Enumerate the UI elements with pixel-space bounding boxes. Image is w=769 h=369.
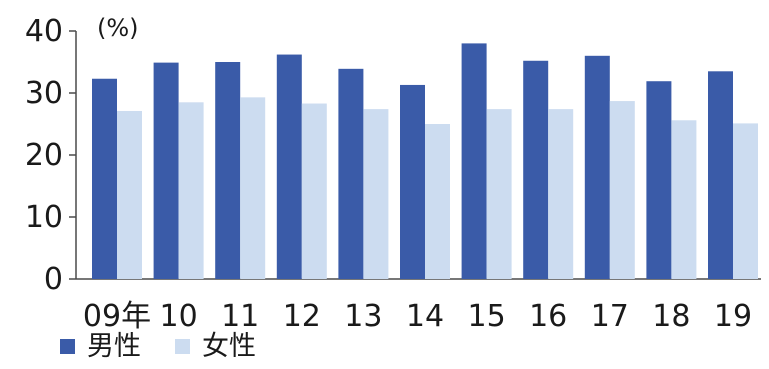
bar-male xyxy=(400,84,425,279)
x-tick-label: 11 xyxy=(221,299,259,334)
bar-male xyxy=(646,81,672,279)
x-tick-label: 13 xyxy=(344,299,382,334)
bar-female xyxy=(548,109,574,280)
bar-male xyxy=(338,68,364,279)
bar-female xyxy=(117,110,142,279)
legend-item-female: 女性 xyxy=(175,333,256,360)
legend-item-male: 男性 xyxy=(60,333,141,360)
bar-male xyxy=(92,78,117,280)
x-tick-label: 14 xyxy=(406,299,444,334)
x-tick-label: 15 xyxy=(468,299,506,334)
legend-label-female: 女性 xyxy=(202,331,256,362)
bar-male xyxy=(153,62,179,280)
y-tick-label: 0 xyxy=(44,262,63,297)
y-tick-label: 40 xyxy=(25,14,63,49)
bar-female xyxy=(363,109,389,280)
bar-female xyxy=(671,120,697,279)
x-tick-label: 12 xyxy=(283,299,321,334)
x-tick-label: 09年 xyxy=(83,299,151,334)
bar-female xyxy=(240,97,266,279)
y-axis-ticks: 0 10 20 30 40 xyxy=(25,14,76,297)
x-tick-label: 19 xyxy=(714,299,752,334)
bar-male xyxy=(523,60,549,280)
x-tick-label: 10 xyxy=(160,299,198,334)
bar-chart: (%) 0 10 20 30 40 09年 10 11 12 13 14 15 16 17 18 19 xyxy=(25,14,761,334)
x-tick-label: 17 xyxy=(591,299,629,334)
x-tick-label: 16 xyxy=(529,299,567,334)
bar-female xyxy=(486,109,512,280)
bar-female xyxy=(733,123,758,279)
legend-swatch-female xyxy=(175,339,190,354)
legend-swatch-male xyxy=(60,339,75,354)
bar-female xyxy=(301,103,327,279)
y-tick-label: 20 xyxy=(25,138,63,173)
x-tick-label: 18 xyxy=(652,299,690,334)
legend: 男性 女性 xyxy=(60,333,290,360)
y-axis-unit-label: (%) xyxy=(97,14,139,42)
bar-female xyxy=(609,101,635,279)
bars-group xyxy=(92,43,758,280)
bar-female xyxy=(178,102,204,279)
bar-male xyxy=(708,71,733,279)
y-tick-label: 30 xyxy=(25,76,63,111)
bar-male xyxy=(461,43,487,280)
y-tick-label: 10 xyxy=(25,200,63,235)
bar-male xyxy=(276,54,302,280)
bar-female xyxy=(425,124,450,279)
bar-male xyxy=(584,55,610,279)
x-axis-ticks: 09年 10 11 12 13 14 15 16 17 18 19 xyxy=(83,299,752,334)
bar-male xyxy=(215,62,241,279)
legend-label-male: 男性 xyxy=(87,331,141,362)
